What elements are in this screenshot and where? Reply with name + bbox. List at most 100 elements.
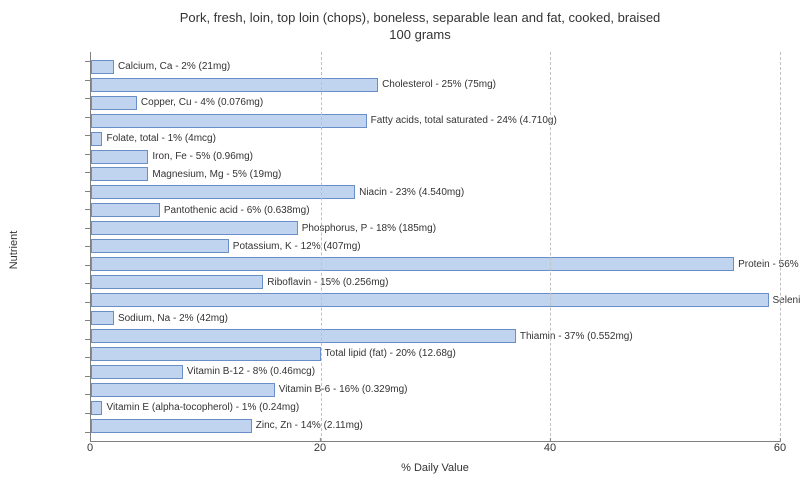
bar-label: Folate, total - 1% (4mcg): [102, 133, 215, 144]
bar-row: Vitamin B-12 - 8% (0.46mcg): [91, 365, 780, 379]
chart-title-line2: 100 grams: [389, 27, 450, 42]
y-tick: [85, 98, 91, 99]
bar: [91, 185, 355, 199]
y-axis-label: Nutrient: [8, 231, 20, 270]
bar-row: Copper, Cu - 4% (0.076mg): [91, 96, 780, 110]
bar-row: Phosphorus, P - 18% (185mg): [91, 221, 780, 235]
bar-label: Zinc, Zn - 14% (2.11mg): [252, 420, 363, 431]
bar-label: Niacin - 23% (4.540mg): [355, 187, 464, 198]
bar-row: Potassium, K - 12% (407mg): [91, 239, 780, 253]
bar-label: Cholesterol - 25% (75mg): [378, 79, 496, 90]
bar-label: Potassium, K - 12% (407mg): [229, 241, 361, 252]
bar-label: Vitamin E (alpha-tocopherol) - 1% (0.24m…: [102, 402, 299, 413]
y-tick: [85, 320, 91, 321]
bars-container: Calcium, Ca - 2% (21mg) Cholesterol - 25%…: [91, 52, 780, 441]
bar-label: Riboflavin - 15% (0.256mg): [263, 277, 388, 288]
bar: [91, 419, 252, 433]
bar-row: Total lipid (fat) - 20% (12.68g): [91, 347, 780, 361]
y-tick: [85, 135, 91, 136]
bar-label: Thiamin - 37% (0.552mg): [516, 331, 633, 342]
bar-row: Vitamin B-6 - 16% (0.329mg): [91, 383, 780, 397]
bar-label: Calcium, Ca - 2% (21mg): [114, 61, 230, 72]
bar-label: Sodium, Na - 2% (42mg): [114, 313, 228, 324]
bar-label: Magnesium, Mg - 5% (19mg): [148, 169, 281, 180]
y-tick: [85, 61, 91, 62]
x-tick-label: 60: [774, 442, 786, 454]
x-tick-label: 0: [87, 442, 93, 454]
bar-label: Total lipid (fat) - 20% (12.68g): [321, 348, 456, 359]
bar-row: Calcium, Ca - 2% (21mg): [91, 60, 780, 74]
bar: [91, 311, 114, 325]
bar: [91, 78, 378, 92]
bar: [91, 114, 367, 128]
bar-label: Selenium, Se - 59% (41.3mcg): [769, 295, 800, 306]
bar-row: Selenium, Se - 59% (41.3mcg): [91, 293, 780, 307]
bar-label: Protein - 56% (27.82g): [734, 259, 800, 270]
chart-title: Pork, fresh, loin, top loin (chops), bon…: [60, 10, 780, 44]
gridline: [550, 52, 551, 441]
y-tick: [85, 191, 91, 192]
bar-label: Pantothenic acid - 6% (0.638mg): [160, 205, 310, 216]
y-tick: [85, 117, 91, 118]
bar: [91, 365, 183, 379]
chart-title-line1: Pork, fresh, loin, top loin (chops), bon…: [180, 10, 661, 25]
y-tick: [85, 228, 91, 229]
bar-row: Vitamin E (alpha-tocopherol) - 1% (0.24m…: [91, 401, 780, 415]
y-tick: [85, 209, 91, 210]
y-tick: [85, 283, 91, 284]
bar: [91, 401, 102, 415]
bar-row: Sodium, Na - 2% (42mg): [91, 311, 780, 325]
y-tick: [85, 339, 91, 340]
bar: [91, 150, 148, 164]
x-ticks: 0204060: [90, 442, 780, 460]
bar: [91, 257, 734, 271]
bar-label: Fatty acids, total saturated - 24% (4.71…: [367, 115, 557, 126]
bar: [91, 60, 114, 74]
bar: [91, 221, 298, 235]
x-tick-label: 40: [544, 442, 556, 454]
bar-label: Vitamin B-12 - 8% (0.46mcg): [183, 366, 315, 377]
y-tick: [85, 394, 91, 395]
bar: [91, 167, 148, 181]
gridline: [321, 52, 322, 441]
y-tick: [85, 172, 91, 173]
bar: [91, 293, 769, 307]
y-tick: [85, 413, 91, 414]
y-tick: [85, 80, 91, 81]
bar-row: Iron, Fe - 5% (0.96mg): [91, 150, 780, 164]
bar-label: Iron, Fe - 5% (0.96mg): [148, 151, 253, 162]
y-tick: [85, 376, 91, 377]
bar-row: Riboflavin - 15% (0.256mg): [91, 275, 780, 289]
bar-row: Magnesium, Mg - 5% (19mg): [91, 167, 780, 181]
bar-row: Folate, total - 1% (4mcg): [91, 132, 780, 146]
bar: [91, 239, 229, 253]
bar-row: Zinc, Zn - 14% (2.11mg): [91, 419, 780, 433]
plot-area: Calcium, Ca - 2% (21mg) Cholesterol - 25%…: [90, 52, 780, 442]
bar: [91, 203, 160, 217]
nutrient-chart: Pork, fresh, loin, top loin (chops), bon…: [0, 0, 800, 500]
y-tick: [85, 357, 91, 358]
bar: [91, 96, 137, 110]
bar-row: Niacin - 23% (4.540mg): [91, 185, 780, 199]
y-tick: [85, 246, 91, 247]
bar-row: Protein - 56% (27.82g): [91, 257, 780, 271]
bar-row: Cholesterol - 25% (75mg): [91, 78, 780, 92]
bar: [91, 132, 102, 146]
bar-row: Fatty acids, total saturated - 24% (4.71…: [91, 114, 780, 128]
bar: [91, 347, 321, 361]
bar-row: Thiamin - 37% (0.552mg): [91, 329, 780, 343]
bar: [91, 329, 516, 343]
y-tick: [85, 265, 91, 266]
bar: [91, 275, 263, 289]
gridline: [780, 52, 781, 441]
y-tick: [85, 432, 91, 433]
bar-label: Vitamin B-6 - 16% (0.329mg): [275, 384, 408, 395]
bar-row: Pantothenic acid - 6% (0.638mg): [91, 203, 780, 217]
y-tick: [85, 302, 91, 303]
bar-label: Copper, Cu - 4% (0.076mg): [137, 97, 263, 108]
bar: [91, 383, 275, 397]
x-tick-label: 20: [314, 442, 326, 454]
x-axis-label: % Daily Value: [90, 462, 780, 474]
bar-label: Phosphorus, P - 18% (185mg): [298, 223, 436, 234]
y-tick: [85, 154, 91, 155]
